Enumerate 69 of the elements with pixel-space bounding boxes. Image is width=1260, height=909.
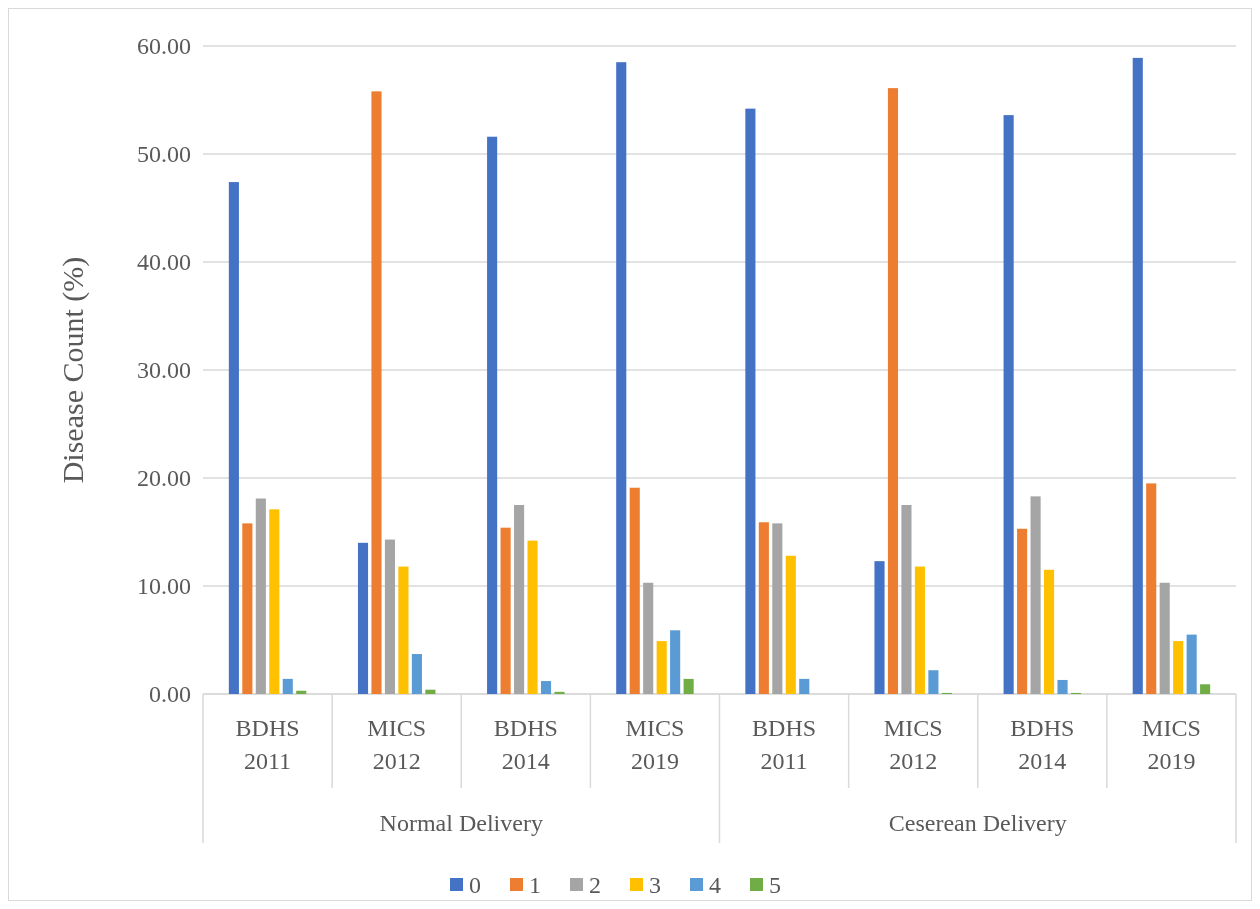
legend-label: 2 [589,872,601,899]
bar [425,689,436,694]
y-tick-label: 20.00 [137,465,191,492]
bar [772,523,783,694]
bar [745,108,756,694]
y-axis-title: Disease Count (%) [56,256,90,484]
bar [554,691,565,694]
text: Ceserean Delivery [888,810,1067,836]
bar [228,182,239,694]
bar [487,136,498,694]
y-tick-label: 50.00 [137,141,191,168]
bar [282,678,293,694]
bar [384,539,395,694]
x-tick-label: MICS 2012 [883,715,943,774]
bar [1057,679,1068,694]
bar [670,630,681,694]
bar [887,88,899,694]
legend-label: 3 [649,872,661,899]
bar [411,654,422,694]
bar [616,62,627,694]
bar [357,542,369,694]
bar [1017,528,1028,694]
y-tick-label: 0.00 [149,681,191,708]
x-tick-label: MICS 2012 [367,715,427,774]
bar [1132,57,1143,694]
bar [683,678,694,694]
bar [269,509,280,694]
bar [643,582,654,694]
x-tick-label: BDHS 2011 [752,715,817,774]
bar [629,487,640,694]
bar [901,505,912,694]
bar [1173,641,1184,694]
x-tick-label: BDHS 2011 [235,715,300,774]
x-tick-label: BDHS 2014 [493,715,558,774]
x-tick-label: BDHS 2014 [1010,715,1075,774]
bar [1186,634,1197,694]
bar [1044,569,1055,694]
bar [1003,115,1014,694]
bar [914,566,925,694]
bar [785,555,796,694]
bar [1030,496,1041,694]
bar [527,540,538,694]
legend-label: 4 [709,872,721,899]
bar [799,678,810,694]
bar [1159,582,1170,694]
bar [296,690,307,694]
bar [656,641,667,694]
y-tick-label: 30.00 [137,357,191,384]
bar [514,505,525,694]
bar [398,566,409,694]
bar [1146,483,1157,694]
text: Normal Delivery [379,810,543,836]
bar [758,522,769,694]
y-tick-label: 60.00 [137,33,191,60]
bar [874,561,885,694]
y-tick-label: 10.00 [137,573,191,600]
bar [540,681,552,694]
x-tick-label: MICS 2019 [1142,715,1201,774]
legend-label: 0 [469,872,481,899]
bar [928,670,939,694]
bar [500,527,511,694]
bar [1200,684,1211,694]
legend-label: 1 [529,872,541,899]
bar [255,498,266,694]
x-tick-label: MICS 2019 [625,715,685,774]
bar [242,523,253,694]
bar [371,91,382,694]
legend-label: 5 [769,872,781,899]
y-tick-label: 40.00 [137,249,191,276]
